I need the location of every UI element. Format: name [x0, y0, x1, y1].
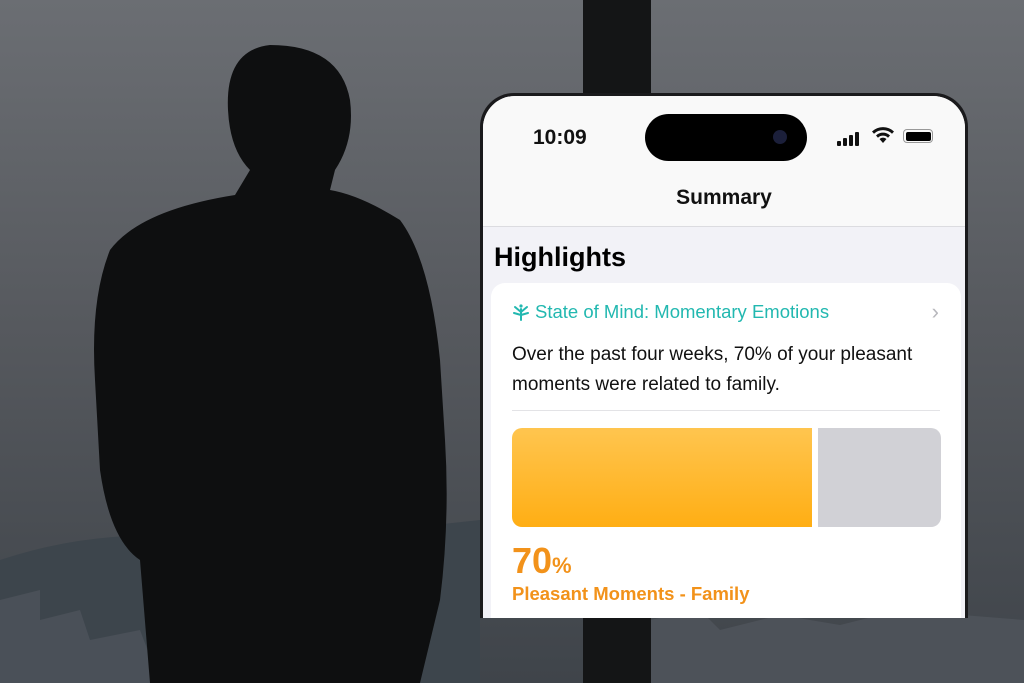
chevron-right-icon[interactable]: ›	[931, 299, 939, 324]
status-bar: 10:09 Summary	[483, 96, 965, 227]
camera-icon	[773, 130, 787, 144]
card-description: Over the past four weeks, 70% of your pl…	[512, 344, 913, 395]
percent-unit: %	[552, 553, 572, 578]
nav-title: Summary	[676, 186, 772, 209]
battery-icon	[903, 129, 933, 143]
percent-number: 70	[512, 540, 553, 581]
progress-fill	[512, 428, 813, 527]
card-title: State of Mind: Momentary Emotions	[535, 301, 830, 322]
divider	[512, 410, 940, 411]
progress-bar	[512, 428, 941, 527]
wifi-icon	[872, 127, 894, 143]
metric-label: Pleasant Moments - Family	[512, 583, 750, 604]
percent-value: 70%	[512, 540, 572, 582]
dynamic-island	[645, 114, 807, 161]
status-time: 10:09	[533, 126, 587, 149]
section-title: Highlights	[494, 242, 626, 272]
state-of-mind-icon	[513, 304, 529, 321]
cellular-signal-icon	[837, 132, 859, 146]
health-app-screen: 10:09 Summary Highlights State of Mind: …	[483, 96, 965, 618]
person-silhouette	[94, 45, 447, 683]
card-header: State of Mind: Momentary Emotions	[511, 301, 829, 323]
highlight-card[interactable]: State of Mind: Momentary Emotions › Over…	[491, 283, 961, 618]
progress-remainder	[818, 428, 941, 527]
phone-screenshot: 10:09 Summary Highlights State of Mind: …	[480, 93, 968, 618]
